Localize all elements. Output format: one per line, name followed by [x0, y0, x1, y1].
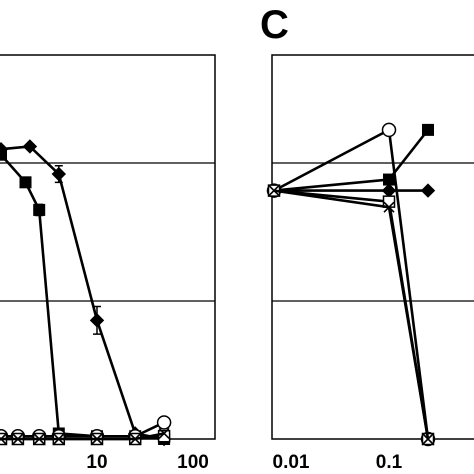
panel-b-series-open-x-point — [12, 433, 24, 445]
panel-b-series-filled-square-point — [19, 176, 32, 189]
panel-b-tick-label-10: 10 — [86, 452, 107, 473]
panel-c-series-open-square-line — [273, 189, 430, 440]
panel-b-series — [0, 139, 172, 447]
panel-b: 10 100 — [0, 54, 216, 473]
panel-b-tick-label-100: 100 — [177, 452, 209, 473]
panel-b-series-open-circle-point — [156, 415, 172, 430]
panel-b-series-open-x-point — [91, 433, 103, 445]
panel-b-series-open-square-point — [157, 429, 171, 443]
panel-c: C 0.01 0.1 — [260, 3, 474, 473]
panel-c-series-open-circle-point — [381, 122, 397, 138]
panel-c-series — [266, 122, 436, 447]
panel-b-series-open-x-point — [33, 433, 45, 445]
panel-c-series-open-x-point — [268, 185, 280, 197]
panel-b-series-filled-diamond-point — [89, 313, 105, 328]
panel-b-series-open-x-point — [0, 433, 7, 445]
panel-b-series-filled-diamond-point — [51, 166, 67, 182]
panel-b-plot-frame — [0, 54, 216, 440]
panel-b-series-open-x-point — [129, 433, 141, 445]
panel-b-series-open-x-point — [158, 427, 170, 440]
panel-c-series-open-x-point — [422, 433, 434, 445]
panel-b-series-open-x-point — [53, 433, 65, 445]
panel-c-series-filled-diamond-point — [381, 183, 397, 198]
panel-c-series-open-circle-line — [273, 127, 430, 440]
panel-c-series-open-x-point — [383, 201, 395, 213]
panel-c-series-filled-square-line — [273, 129, 430, 192]
panel-c-tick-label-0.1: 0.1 — [376, 452, 403, 473]
panel-b-series-filled-square-point — [0, 148, 7, 161]
panel-c-series-filled-square-point — [421, 123, 434, 136]
panel-b-series-filled-diamond-line — [0, 145, 165, 441]
panel-b-series-filled-square-line — [0, 153, 165, 441]
panel-c-label: C — [260, 3, 289, 47]
panel-b-series-filled-diamond-point — [22, 139, 38, 154]
panel-c-plot-frame — [271, 54, 474, 440]
panel-c-series-open-x-line — [273, 189, 430, 440]
panel-b-series-filled-square-point — [33, 203, 46, 216]
panel-c-series-filled-diamond-point — [420, 183, 436, 198]
panel-c-tick-label-0.01: 0.01 — [273, 452, 310, 473]
